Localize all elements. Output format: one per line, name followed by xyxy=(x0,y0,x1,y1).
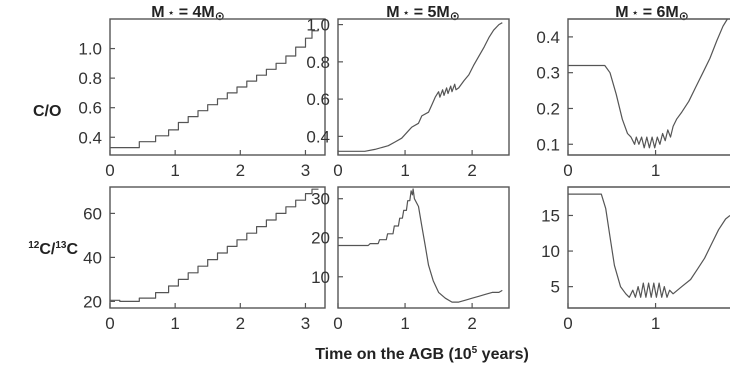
chart-panel: 0 1 0.1 0.2 0.3 0.4 xyxy=(536,18,730,180)
y-tick-label: 15 xyxy=(541,206,560,225)
panel-title: M ⋆ = 6M⊙ xyxy=(615,4,689,23)
series-line xyxy=(338,188,503,303)
chart-panel: 0 1 2 3 20 40 60 xyxy=(83,186,326,333)
series-line xyxy=(568,18,728,149)
x-tick-label: 1 xyxy=(400,161,409,180)
y-tick-label: 0.8 xyxy=(78,69,102,88)
y-tick-label: 10 xyxy=(541,242,560,261)
x-tick-label: 3 xyxy=(301,314,310,333)
x-tick-label: 3 xyxy=(301,161,310,180)
y-tick-label: 0.6 xyxy=(78,99,102,118)
y-tick-label: 20 xyxy=(83,292,102,311)
x-tick-label: 1 xyxy=(170,314,179,333)
x-tick-label: 2 xyxy=(236,161,245,180)
row-labels: C/O 12C/13C xyxy=(28,103,78,258)
x-tick-label: 0 xyxy=(563,314,572,333)
y-tick-label: 5 xyxy=(551,278,560,297)
series-line xyxy=(568,193,730,298)
x-tick-label: 0 xyxy=(105,161,114,180)
y-tick-label: 0.3 xyxy=(536,64,560,83)
row-label: 12C/13C xyxy=(28,240,78,258)
plot-frame xyxy=(109,18,326,156)
x-axis-label: Time on the AGB (105 years) xyxy=(315,345,529,363)
plot-frame xyxy=(567,18,730,156)
plot-frame xyxy=(337,186,510,309)
x-tick-label: 1 xyxy=(651,314,660,333)
y-tick-label: 10 xyxy=(311,268,330,287)
x-tick-label: 1 xyxy=(170,161,179,180)
y-tick-label: 1.0 xyxy=(78,40,102,59)
chart-panel: 0 1 2 0.4 0.6 0.8 1.0 xyxy=(306,16,510,180)
plot-frame xyxy=(567,186,730,309)
y-tick-label: 20 xyxy=(311,229,330,248)
y-tick-label: 0.1 xyxy=(536,135,560,154)
row-label: C/O xyxy=(33,103,61,120)
y-tick-label: 40 xyxy=(83,248,102,267)
y-tick-label: 30 xyxy=(311,190,330,209)
y-tick-label: 0.6 xyxy=(306,90,330,109)
panel-title: M ⋆ = 4M⊙ xyxy=(151,4,225,23)
chart-panel: 0 1 2 3 0.4 0.6 0.8 1.0 xyxy=(78,18,326,180)
series-line xyxy=(338,22,503,152)
plot-frame xyxy=(109,186,326,309)
x-tick-label: 0 xyxy=(105,314,114,333)
series-line xyxy=(110,30,319,149)
x-tick-label: 2 xyxy=(236,314,245,333)
column-titles: M ⋆ = 4M⊙ M ⋆ = 5M⊙ M ⋆ = 6M⊙ xyxy=(151,4,689,23)
y-tick-label: 0.4 xyxy=(306,127,330,146)
y-tick-label: 0.4 xyxy=(536,28,560,47)
panel-title: M ⋆ = 5M⊙ xyxy=(386,4,460,23)
x-tick-label: 2 xyxy=(467,314,476,333)
x-tick-label: 0 xyxy=(333,314,342,333)
x-tick-label: 2 xyxy=(467,161,476,180)
x-tick-label: 1 xyxy=(400,314,409,333)
y-tick-label: 1.0 xyxy=(306,16,330,35)
y-tick-label: 60 xyxy=(83,204,102,223)
y-tick-label: 0.4 xyxy=(78,128,102,147)
y-tick-label: 0.2 xyxy=(536,99,560,118)
y-tick-label: 0.8 xyxy=(306,53,330,72)
x-tick-label: 0 xyxy=(563,161,572,180)
x-tick-label: 1 xyxy=(651,161,660,180)
series-line xyxy=(110,188,319,302)
chart-panel: 0 1 2 10 20 30 xyxy=(311,186,510,333)
x-tick-label: 0 xyxy=(333,161,342,180)
chart-panels: 0 1 2 30.40.60.81.00 1 20.40.60.81.00 10.10.20… xyxy=(78,16,730,333)
plot-frame xyxy=(337,18,510,156)
